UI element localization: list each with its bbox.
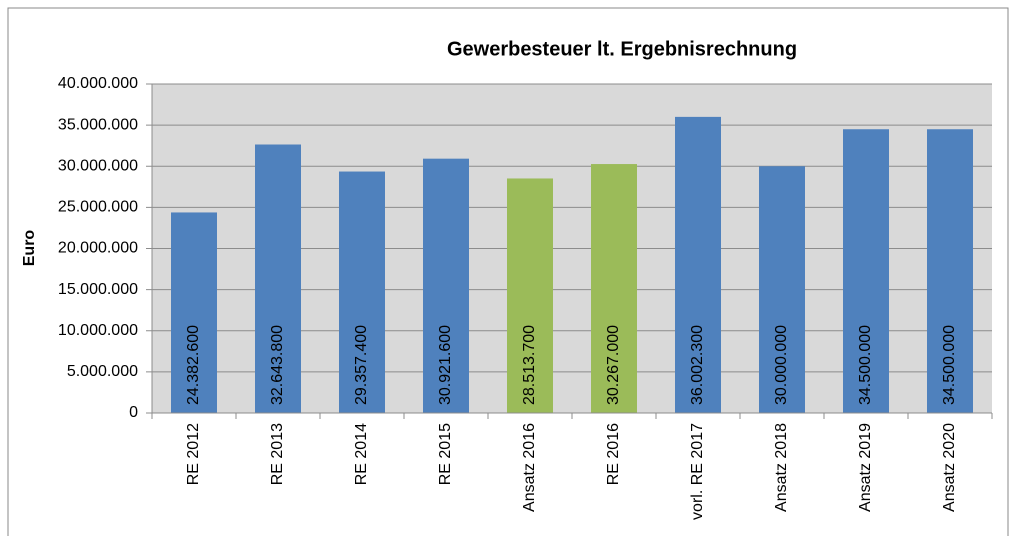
bar — [927, 129, 973, 414]
x-tick-label: vorl. RE 2017 — [689, 423, 706, 520]
x-tick-label: RE 2016 — [605, 423, 622, 485]
y-tick-label: 0 — [129, 404, 138, 421]
value-label: 30.000.000 — [773, 325, 790, 405]
y-tick-label: 35.000.000 — [58, 116, 138, 133]
value-label: 29.357.400 — [353, 325, 370, 405]
bar — [255, 144, 301, 413]
bar — [171, 212, 217, 413]
y-axis-label: Euro — [21, 230, 38, 267]
value-label: 28.513.700 — [521, 325, 538, 405]
bar — [339, 171, 385, 413]
y-tick-label: 20.000.000 — [58, 240, 138, 257]
y-tick-label: 40.000.000 — [58, 75, 138, 92]
x-tick-label: RE 2015 — [437, 423, 454, 485]
bar — [507, 178, 553, 413]
y-tick-label: 30.000.000 — [58, 157, 138, 174]
value-label: 30.267.000 — [605, 325, 622, 405]
bar — [423, 158, 469, 413]
bar — [675, 116, 721, 414]
y-tick-label: 10.000.000 — [58, 322, 138, 339]
value-label: 30.921.600 — [437, 325, 454, 405]
x-tick-label: Ansatz 2018 — [773, 423, 790, 512]
value-label: 34.500.000 — [857, 325, 874, 405]
x-tick-label: Ansatz 2019 — [857, 423, 874, 512]
x-tick-label: RE 2013 — [269, 423, 286, 485]
value-label: 34.500.000 — [941, 325, 958, 405]
x-tick-label: Ansatz 2016 — [521, 423, 538, 512]
x-tick-label: RE 2014 — [353, 423, 370, 485]
x-tick-label: RE 2012 — [185, 423, 202, 485]
bar — [759, 166, 805, 413]
value-label: 32.643.800 — [269, 325, 286, 405]
chart-title: Gewerbesteuer lt. Ergebnisrechnung — [447, 38, 797, 60]
bar — [591, 164, 637, 413]
bar — [843, 129, 889, 414]
y-tick-label: 15.000.000 — [58, 281, 138, 298]
value-label: 36.002.300 — [689, 325, 706, 405]
y-tick-label: 5.000.000 — [67, 363, 138, 380]
value-label: 24.382.600 — [185, 325, 202, 405]
y-tick-label: 25.000.000 — [58, 199, 138, 216]
x-tick-label: Ansatz 2020 — [941, 423, 958, 512]
